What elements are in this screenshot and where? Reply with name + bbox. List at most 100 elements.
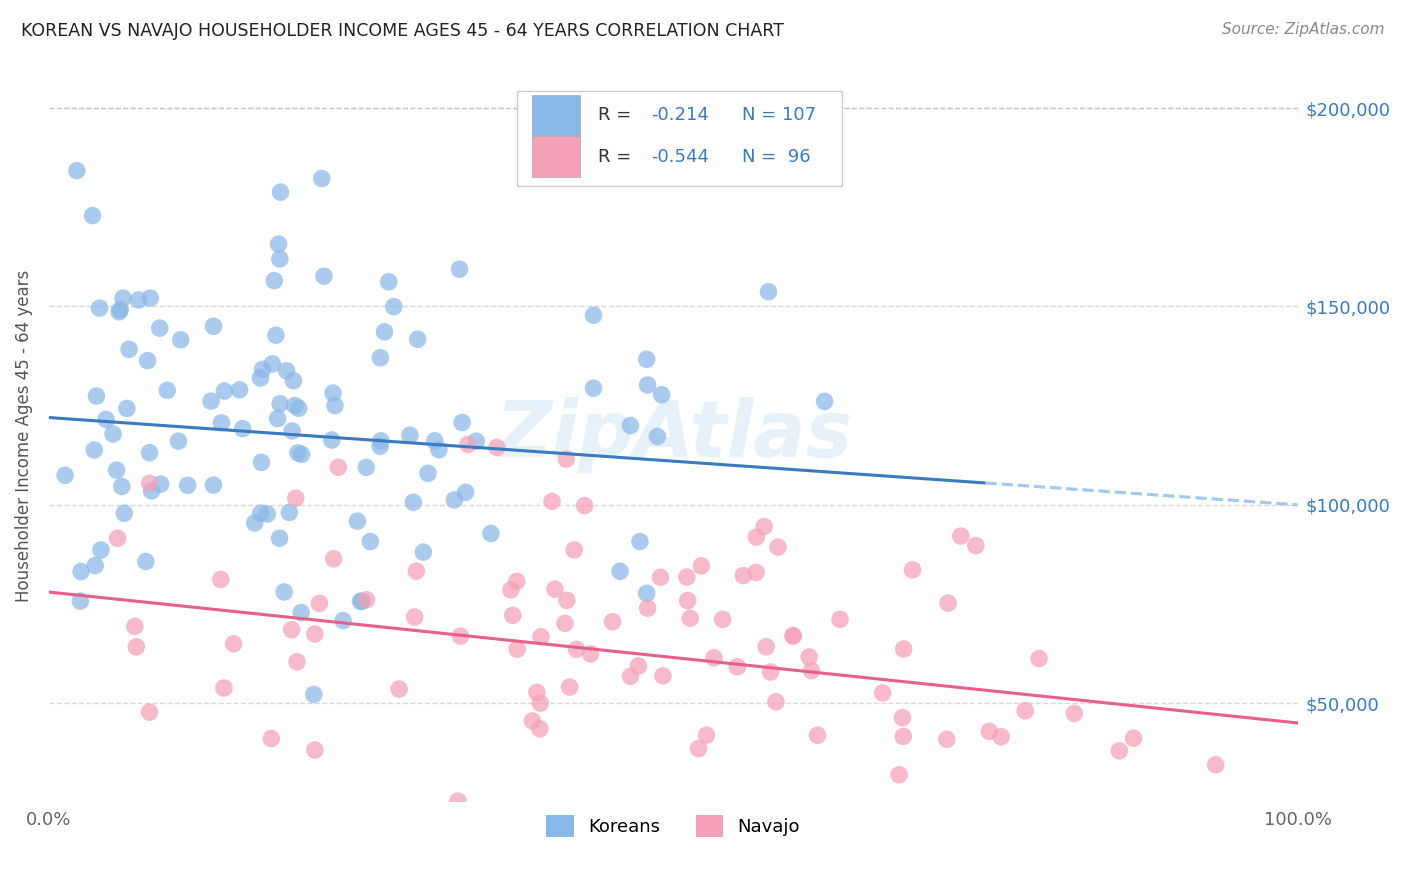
Point [690, 558, 713, 573]
Point [782, 628, 804, 642]
Point [725, 660, 748, 674]
Point [260, 731, 283, 746]
Point [356, 592, 378, 607]
Point [243, 516, 266, 530]
Point [308, 596, 330, 610]
Point [69, 594, 91, 608]
Point [149, 477, 172, 491]
Point [86, 389, 108, 403]
Point [222, 637, 245, 651]
Point [562, 542, 585, 557]
Point [214, 384, 236, 398]
Point [636, 352, 658, 367]
Point [118, 343, 141, 357]
Point [889, 768, 911, 782]
Point [447, 794, 470, 808]
Point [135, 554, 157, 568]
FancyBboxPatch shape [531, 95, 579, 136]
Point [105, 463, 128, 477]
Point [457, 437, 479, 451]
Point [752, 519, 775, 533]
Point [252, 362, 274, 376]
Point [530, 630, 553, 644]
Point [636, 586, 658, 600]
Point [328, 460, 350, 475]
Point [555, 593, 578, 607]
Point [108, 305, 131, 319]
Point [416, 467, 439, 481]
Point [228, 383, 250, 397]
Point [404, 610, 426, 624]
Point [619, 669, 641, 683]
Point [136, 353, 159, 368]
Point [321, 433, 343, 447]
Point [965, 539, 987, 553]
Point [84, 558, 107, 573]
Text: R =: R = [599, 106, 637, 125]
Point [506, 642, 529, 657]
Point [506, 574, 529, 589]
Point [127, 293, 149, 307]
Point [266, 411, 288, 425]
Point [138, 476, 160, 491]
Point [311, 171, 333, 186]
Point [322, 551, 344, 566]
Text: Source: ZipAtlas.com: Source: ZipAtlas.com [1222, 22, 1385, 37]
Point [1024, 835, 1046, 849]
Point [350, 594, 373, 608]
Point [891, 711, 914, 725]
Point [287, 446, 309, 460]
Point [304, 743, 326, 757]
Point [637, 601, 659, 615]
Point [609, 564, 631, 578]
Point [285, 655, 308, 669]
Point [70, 565, 93, 579]
Point [637, 378, 659, 392]
Point [312, 269, 335, 284]
Point [370, 434, 392, 448]
Point [627, 659, 650, 673]
Point [1063, 706, 1085, 721]
Point [1161, 805, 1184, 819]
Point [368, 439, 391, 453]
Text: -0.214: -0.214 [651, 106, 709, 125]
Point [176, 478, 198, 492]
Point [101, 427, 124, 442]
Point [647, 429, 669, 443]
Point [406, 332, 429, 346]
Point [688, 741, 710, 756]
Point [602, 615, 624, 629]
Point [111, 479, 134, 493]
Point [1108, 744, 1130, 758]
Point [346, 514, 368, 528]
Point [302, 687, 325, 701]
Point [284, 491, 307, 505]
Point [263, 274, 285, 288]
Point [170, 333, 193, 347]
FancyBboxPatch shape [517, 90, 842, 186]
Point [212, 681, 235, 695]
Point [405, 564, 427, 578]
Point [382, 300, 405, 314]
Point [281, 424, 304, 438]
Point [354, 460, 377, 475]
Point [479, 526, 502, 541]
Point [332, 614, 354, 628]
Point [267, 237, 290, 252]
Point [935, 732, 957, 747]
Point [167, 434, 190, 449]
Point [249, 371, 271, 385]
Point [141, 483, 163, 498]
Point [270, 185, 292, 199]
Point [280, 623, 302, 637]
Point [377, 275, 399, 289]
Point [262, 357, 284, 371]
Point [290, 606, 312, 620]
Point [711, 612, 734, 626]
Point [502, 608, 524, 623]
Point [949, 529, 972, 543]
Point [554, 616, 576, 631]
Point [582, 381, 605, 395]
Point [211, 416, 233, 430]
Point [264, 328, 287, 343]
